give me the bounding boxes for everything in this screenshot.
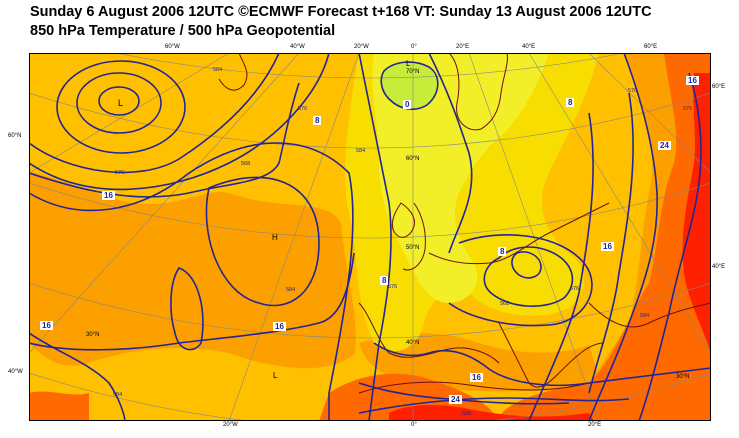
grid-label-60n: 60°N <box>406 156 420 162</box>
temperature-label: 16 <box>601 242 614 251</box>
geopotential-label: 588 <box>462 411 472 417</box>
pressure-centre-low-south: L <box>273 371 278 380</box>
chart-title-line1: Sunday 6 August 2006 12UTC ©ECMWF Foreca… <box>30 4 652 20</box>
grid-label-30n-east: 30°N <box>676 374 690 380</box>
temperature-label: 8 <box>498 247 507 256</box>
temperature-label: 24 <box>658 141 671 150</box>
coastlines <box>218 53 711 394</box>
frame-label-bottom-20e: 20°E <box>588 422 602 428</box>
temp-band-0-4 <box>381 62 438 110</box>
temperature-label: 8 <box>313 116 322 125</box>
geopotential-label: 584 <box>640 313 650 319</box>
frame-label-top-60w: 60°W <box>165 44 180 50</box>
geopotential-label: 576 <box>298 106 308 112</box>
frame-label-top-40e: 40°E <box>522 44 536 50</box>
geopotential-label: 568 <box>500 301 510 307</box>
pressure-centre-low-west: L <box>118 98 124 108</box>
temp-band-20-24 <box>319 53 711 421</box>
temperature-label: 16 <box>273 322 286 331</box>
temperature-label: 8 <box>566 98 575 107</box>
geopotential-label: 576 <box>683 106 693 112</box>
geopotential-label: 584 <box>213 67 223 73</box>
geopotential-label: 584 <box>356 148 366 154</box>
temp-band-16-20 <box>29 171 601 392</box>
temperature-label: 24 <box>449 395 462 404</box>
geopotential-label: 576 <box>570 286 580 292</box>
temperature-label: 16 <box>40 321 53 330</box>
frame-label-left-60n: 60°N <box>8 133 22 139</box>
geopotential-label: 584 <box>113 392 123 398</box>
frame-label-top-20w: 20°W <box>354 44 369 50</box>
weather-map <box>29 53 711 421</box>
frame-label-top-60e: 60°E <box>644 44 658 50</box>
chart-title-line2: 850 hPa Temperature / 500 hPa Geopotenti… <box>30 23 336 39</box>
temperature-label: 0 <box>403 100 412 109</box>
geopotential-label: 576 <box>628 88 638 94</box>
frame-label-top-20e: 20°E <box>456 44 470 50</box>
frame-label-top-0: 0° <box>411 44 417 50</box>
frame-label-left-40w: 40°W <box>8 369 23 375</box>
geopotential-label: 584 <box>286 287 296 293</box>
geopotential-label: 568 <box>241 161 251 167</box>
frame-label-right-40e: 40°E <box>712 264 726 270</box>
geopotential-label: 576 <box>388 284 398 290</box>
grid-label-70n: 70°N <box>406 69 420 75</box>
map-frame <box>29 53 711 421</box>
frame-label-bottom-20w: 20°W <box>223 422 238 428</box>
temp-band-20-24-south <box>29 391 89 421</box>
frame-label-top-40w: 40°W <box>290 44 305 50</box>
geopotential-label: 576 <box>115 170 125 176</box>
pressure-centre-low-north: L <box>406 59 411 68</box>
grid-label-50n: 50°N <box>406 245 420 251</box>
temperature-label: 16 <box>470 373 483 382</box>
pressure-centre-high-central: H <box>272 233 278 242</box>
frame-label-bottom-0: 0° <box>411 422 417 428</box>
grid-label-30n-west: 30°N <box>86 332 100 338</box>
frame-label-right-60e: 60°E <box>712 84 726 90</box>
grid-label-40n: 40°N <box>406 340 420 346</box>
temp-band-4-8 <box>372 53 549 303</box>
temperature-label: 16 <box>102 191 115 200</box>
temperature-label: 16 <box>686 76 699 85</box>
temperature-label: 8 <box>380 276 389 285</box>
